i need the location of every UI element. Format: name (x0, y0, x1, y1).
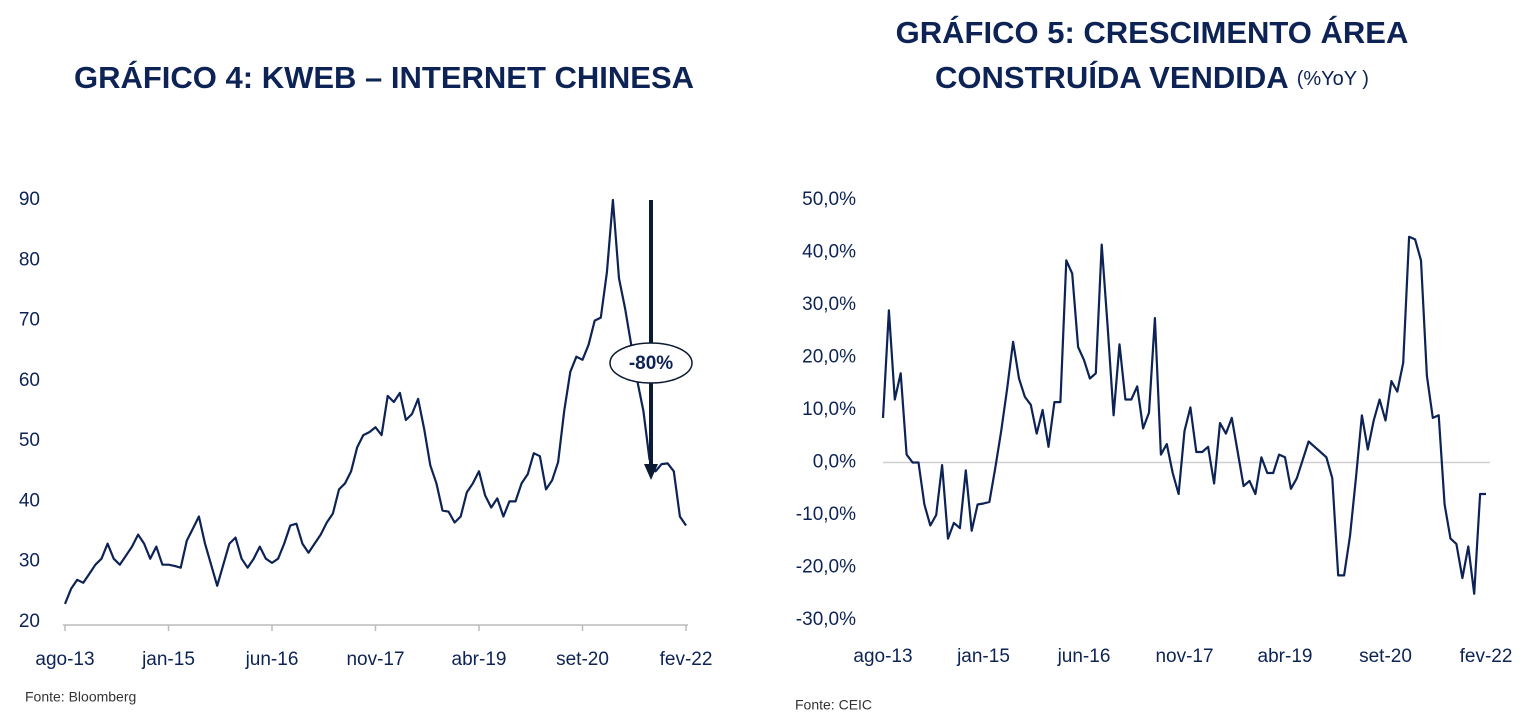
y-tick-label: 30 (19, 551, 40, 572)
x-tick-label: abr-19 (452, 649, 507, 670)
y-tick-label: 40,0% (802, 242, 856, 263)
x-tick-label: nov-17 (346, 649, 404, 670)
y-tick-label: 40 (19, 490, 40, 511)
y-tick-label: 0,0% (813, 452, 856, 473)
data-line (63, 198, 687, 605)
x-tick-label: jun-16 (1057, 646, 1111, 667)
chart-title: GRÁFICO 5: CRESCIMENTO ÁREA (896, 15, 1409, 50)
y-tick-label: 50 (19, 430, 40, 451)
chart-title: CONSTRUÍDA VENDIDA (%YoY ) (935, 60, 1369, 95)
y-tick-label: 20,0% (802, 347, 856, 368)
y-tick-label: -10,0% (796, 504, 856, 525)
y-tick-label: 10,0% (802, 399, 856, 420)
y-tick-label: 70 (19, 310, 40, 331)
y-tick-label: -30,0% (796, 609, 856, 630)
chart-subtitle: (%YoY ) (1297, 68, 1369, 90)
y-tick-label: 20 (19, 611, 40, 632)
x-tick-label: fev-22 (1460, 646, 1513, 667)
chart-title-line: CONSTRUÍDA VENDIDA (935, 60, 1289, 95)
data-line (881, 235, 1486, 595)
y-tick-label: 80 (19, 249, 40, 270)
x-tick-label: fev-22 (660, 649, 713, 670)
x-tick-label: set-20 (1359, 646, 1412, 667)
y-tick-label: 60 (19, 370, 40, 391)
x-tick-label: jan-15 (956, 646, 1010, 667)
annotation-label: -80% (629, 353, 673, 374)
annotation-arrowhead (644, 464, 658, 480)
chart-title: GRÁFICO 4: KWEB – INTERNET CHINESA (74, 60, 694, 95)
x-tick-label: nov-17 (1155, 646, 1213, 667)
y-tick-label: 90 (19, 189, 40, 210)
x-tick-label: set-20 (556, 649, 609, 670)
x-tick-label: abr-19 (1258, 646, 1313, 667)
x-tick-label: jan-15 (141, 649, 195, 670)
y-tick-label: 30,0% (802, 294, 856, 315)
x-tick-label: jun-16 (245, 649, 299, 670)
x-tick-label: ago-13 (853, 646, 912, 667)
source-note: Fonte: CEIC (795, 697, 872, 713)
annotation-bubble (609, 342, 693, 384)
x-tick-label: ago-13 (35, 649, 94, 670)
y-tick-label: 50,0% (802, 189, 856, 210)
source-note: Fonte: Bloomberg (25, 689, 136, 705)
y-tick-label: -20,0% (796, 557, 856, 578)
